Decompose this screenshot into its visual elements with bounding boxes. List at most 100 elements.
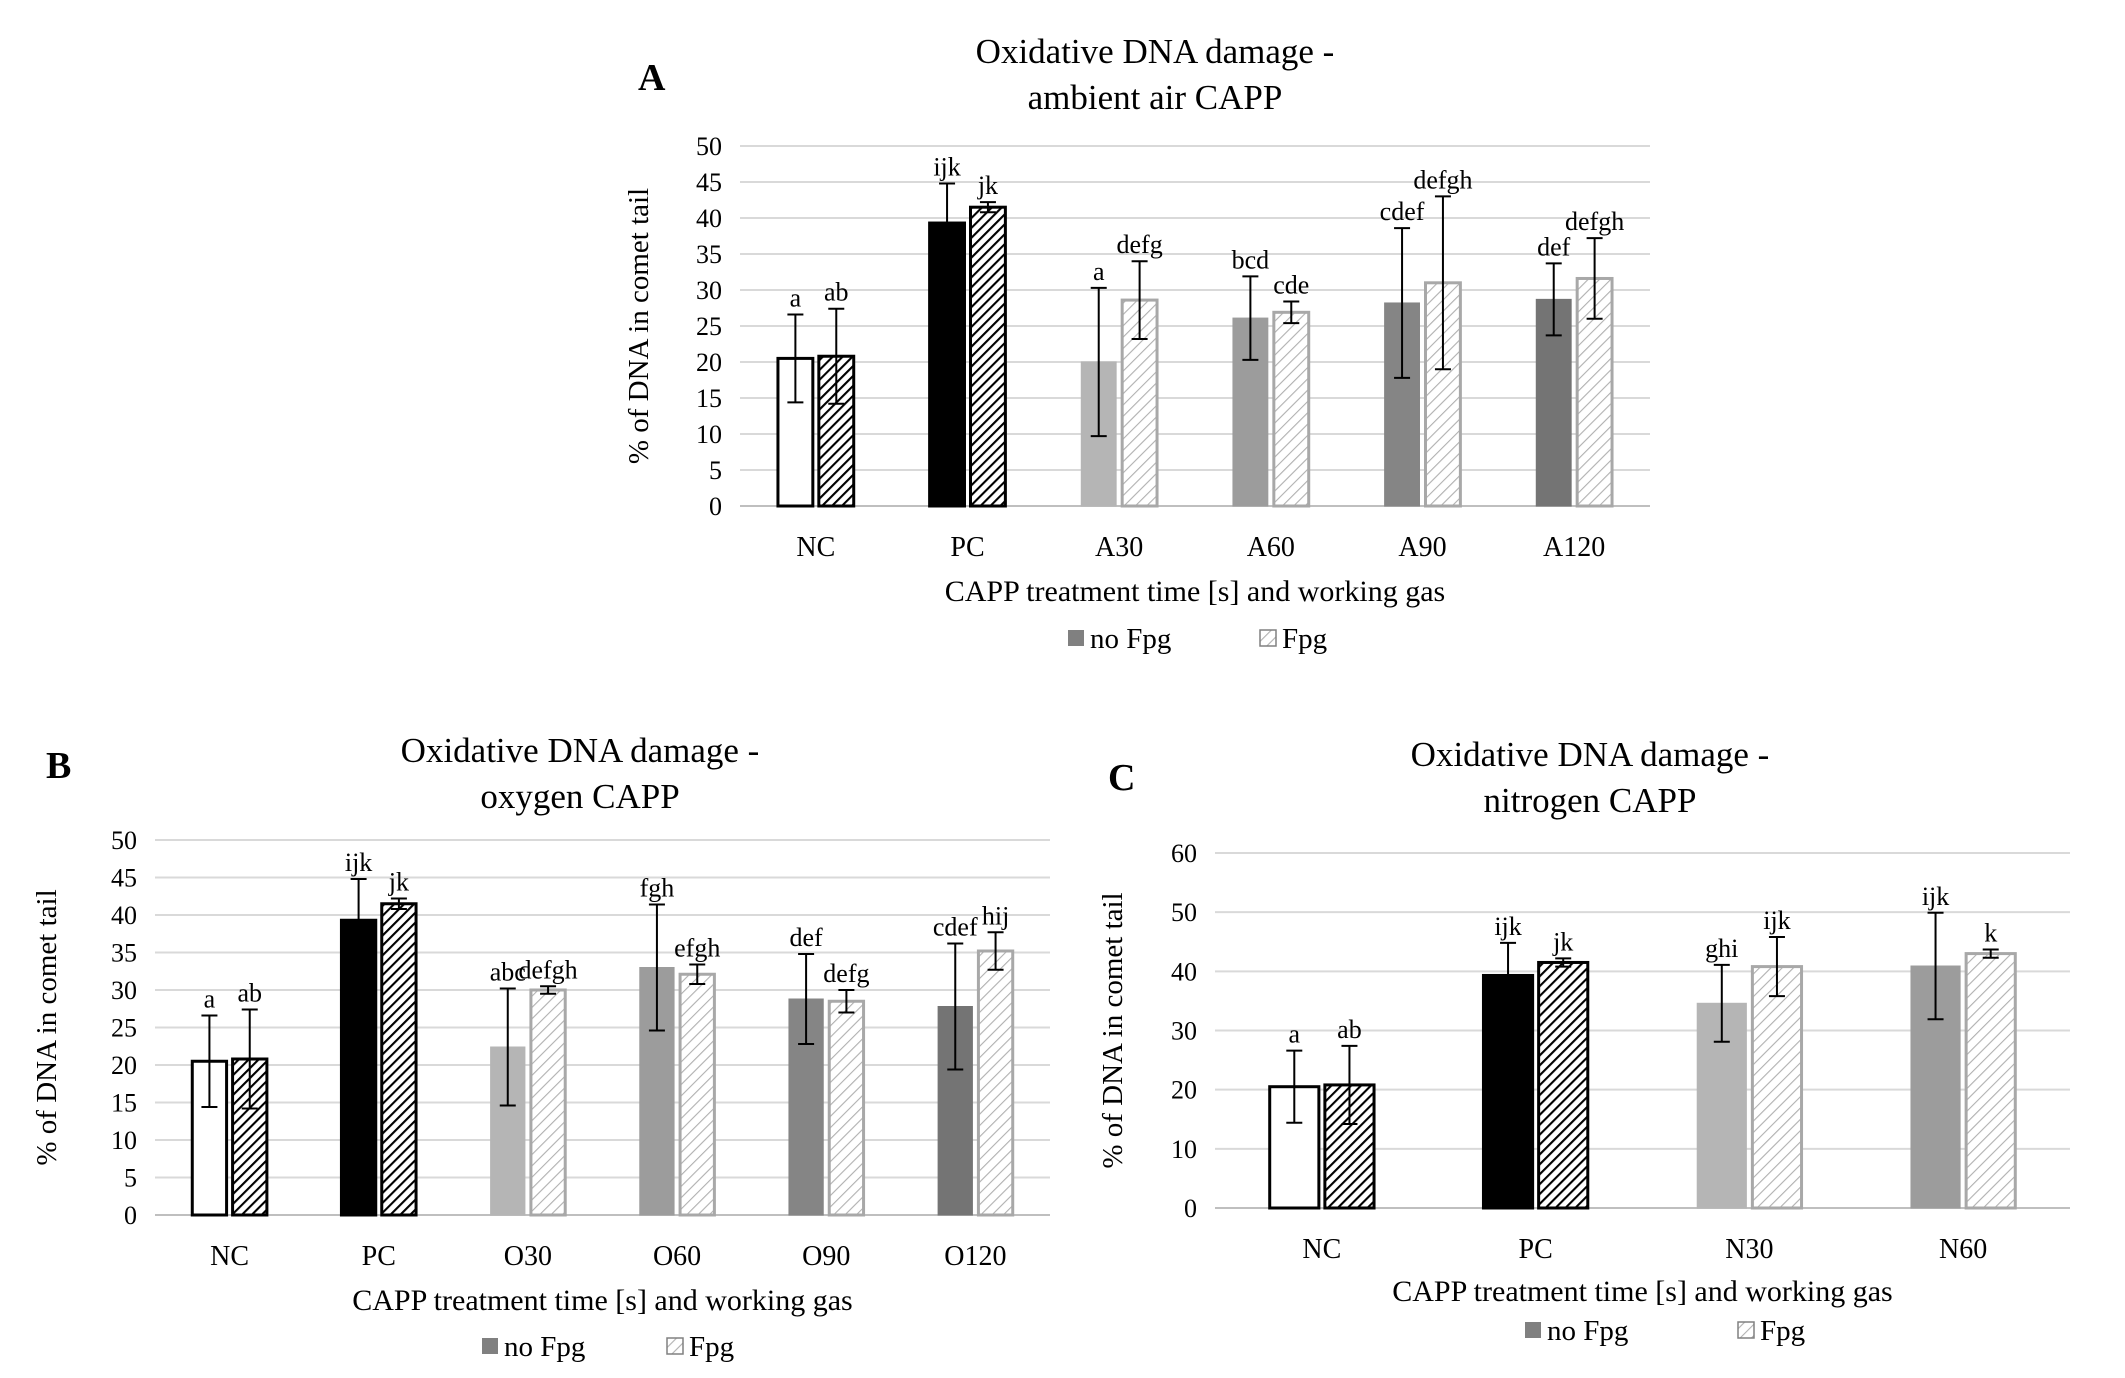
x-tick-label-PC: PC <box>950 532 984 563</box>
panel-label: C <box>1108 757 1135 799</box>
error-bar-NC-fpg <box>1341 1044 1358 1125</box>
error-bar-O30-fpg <box>540 985 557 995</box>
y-tick-label: 20 <box>696 348 722 377</box>
significance-label-O60-no-fpg: fgh <box>640 874 675 903</box>
y-tick-label: 10 <box>1171 1135 1197 1164</box>
legend-swatch-fpg <box>666 1337 684 1355</box>
x-axis-label: CAPP treatment time [s] and working gas <box>945 575 1445 608</box>
y-tick-label: 40 <box>1171 957 1197 986</box>
significance-label-NC-no-fpg: a <box>204 985 216 1014</box>
significance-label-A120-fpg: defgh <box>1565 207 1624 236</box>
legend-label-no-fpg: no Fpg <box>1090 623 1171 655</box>
x-axis-label: CAPP treatment time [s] and working gas <box>1392 1275 1892 1308</box>
chart-title-line-1: Oxidative DNA damage - <box>1411 735 1770 774</box>
significance-label-N30-fpg: ijk <box>1763 906 1790 935</box>
y-axis-label: % of DNA in comet tail <box>623 188 655 464</box>
legend-swatch-no-fpg <box>1068 630 1084 646</box>
significance-label-NC-no-fpg: a <box>790 283 802 312</box>
y-tick-label: 35 <box>111 939 137 968</box>
error-bar-N60-fpg <box>1982 948 1999 959</box>
y-tick-label: 30 <box>111 976 137 1005</box>
error-bar-A90-no-fpg <box>1394 227 1411 379</box>
legend-swatch-no-fpg <box>482 1338 498 1354</box>
panel-label: A <box>638 57 666 99</box>
error-bar-O120-fpg <box>987 931 1004 971</box>
x-tick-label-NC: NC <box>1302 1234 1341 1265</box>
error-bar-O60-fpg <box>689 963 706 985</box>
x-tick-label-PC: PC <box>362 1241 396 1272</box>
y-tick-label: 45 <box>696 168 722 197</box>
significance-label-A30-fpg: defg <box>1117 230 1163 259</box>
bar-PC-no-fpg <box>339 918 378 1217</box>
error-bar-O120-no-fpg <box>947 942 964 1071</box>
x-tick-label-N60: N60 <box>1939 1234 1987 1265</box>
x-tick-label-PC: PC <box>1519 1234 1553 1265</box>
significance-label-O30-fpg: defgh <box>518 955 577 984</box>
significance-label-A90-fpg: defgh <box>1413 165 1472 194</box>
significance-label-PC-fpg: jk <box>1552 927 1573 956</box>
chart-title-line-2: nitrogen CAPP <box>1484 781 1697 820</box>
y-tick-label: 30 <box>1171 1017 1197 1046</box>
x-tick-label-NC: NC <box>210 1241 249 1272</box>
y-tick-label: 40 <box>696 204 722 233</box>
error-bar-O30-no-fpg <box>499 987 516 1107</box>
significance-label-PC-no-fpg: ijk <box>345 848 372 877</box>
error-bar-A30-no-fpg <box>1090 286 1107 438</box>
x-tick-label-A30: A30 <box>1095 532 1143 563</box>
significance-label-A120-no-fpg: def <box>1537 232 1571 261</box>
error-bar-PC-no-fpg <box>350 878 367 963</box>
legend-label-fpg: Fpg <box>1760 1315 1805 1347</box>
error-bar-A30-fpg <box>1131 260 1148 340</box>
significance-label-PC-fpg: jk <box>977 171 998 200</box>
significance-label-A60-fpg: cde <box>1273 271 1309 300</box>
bar-PC-fpg <box>380 902 418 1217</box>
error-bar-A90-fpg <box>1434 195 1451 371</box>
error-bar-NC-fpg <box>828 307 845 405</box>
y-tick-label: 50 <box>696 132 722 161</box>
error-bar-A120-fpg <box>1586 237 1603 320</box>
error-bar-PC-no-fpg <box>1500 941 1517 1010</box>
legend-label-no-fpg: no Fpg <box>504 1331 585 1363</box>
error-bar-N30-no-fpg <box>1713 963 1730 1043</box>
y-tick-label: 30 <box>696 276 722 305</box>
bar-PC-no-fpg <box>1481 973 1535 1210</box>
chart-panel-A: A Oxidative DNA damage - ambient air CAPP 0… <box>623 32 1650 655</box>
legend-swatch-no-fpg <box>1525 1322 1541 1338</box>
y-tick-label: 15 <box>111 1089 137 1118</box>
y-tick-label: 0 <box>1184 1194 1197 1223</box>
x-tick-label-A90: A90 <box>1398 532 1446 563</box>
y-tick-label: 60 <box>1171 839 1197 868</box>
x-tick-label-O90: O90 <box>802 1241 850 1272</box>
significance-label-O90-no-fpg: def <box>789 923 823 952</box>
significance-label-N60-no-fpg: ijk <box>1922 882 1949 911</box>
error-bar-A60-no-fpg <box>1242 275 1259 361</box>
x-tick-label-N30: N30 <box>1725 1234 1773 1265</box>
significance-label-O60-fpg: efgh <box>674 934 720 963</box>
legend: no Fpg Fpg <box>482 1331 734 1363</box>
x-tick-label-NC: NC <box>796 532 835 563</box>
bar-A60-fpg <box>1272 310 1311 508</box>
error-bar-A60-fpg <box>1283 300 1300 325</box>
chart-panel-B: B Oxidative DNA damage - oxygen CAPP 0 5 10 15… <box>31 731 1050 1363</box>
error-bar-NC-no-fpg <box>1286 1049 1303 1124</box>
error-bar-N30-fpg <box>1768 936 1785 998</box>
y-tick-label: 50 <box>111 826 137 855</box>
legend: no Fpg Fpg <box>1525 1315 1805 1347</box>
bar-O120-fpg <box>976 949 1015 1217</box>
error-bar-O90-fpg <box>838 989 855 1014</box>
significance-label-NC-fpg: ab <box>824 278 849 307</box>
y-tick-label: 5 <box>709 456 722 485</box>
y-tick-label: 25 <box>696 312 722 341</box>
y-tick-label: 20 <box>1171 1076 1197 1105</box>
significance-label-NC-fpg: ab <box>1337 1015 1362 1044</box>
y-tick-label: 0 <box>709 492 722 521</box>
error-bar-O60-no-fpg <box>648 903 665 1032</box>
error-bar-PC-fpg <box>979 201 996 214</box>
significance-label-O120-no-fpg: cdef <box>933 913 978 942</box>
x-tick-label-O60: O60 <box>653 1241 701 1272</box>
y-tick-label: 15 <box>696 384 722 413</box>
bar-PC-fpg <box>1537 960 1590 1210</box>
chart-title-line-2: ambient air CAPP <box>1028 78 1283 117</box>
y-axis-label: % of DNA in comet tail <box>1097 892 1129 1168</box>
